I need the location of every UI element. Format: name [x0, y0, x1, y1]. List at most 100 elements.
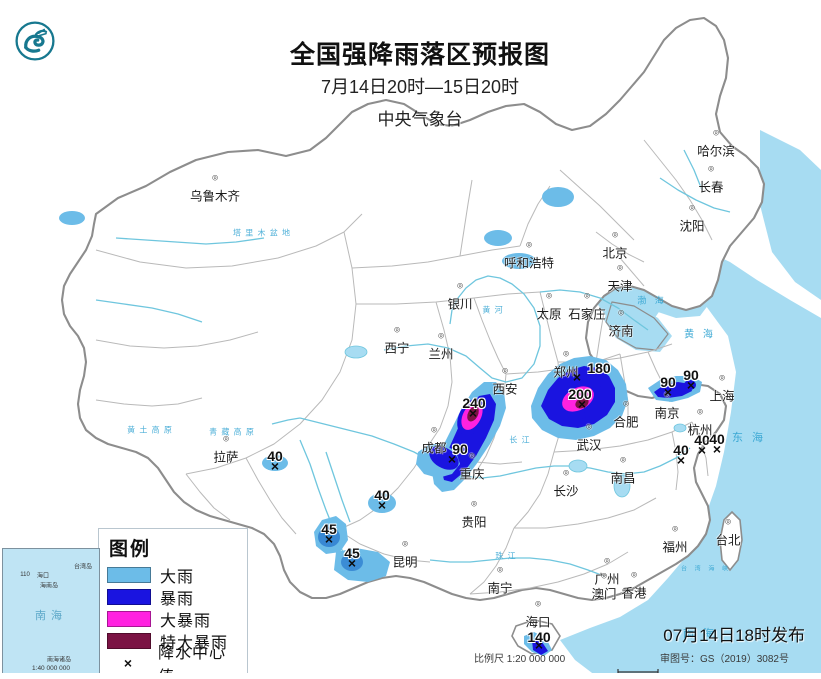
city-label: 长沙: [553, 481, 578, 500]
city-label: 乌鲁木齐: [190, 186, 240, 205]
precipitation-center-value: 90: [683, 367, 699, 383]
precipitation-center-x-icon: ×: [270, 458, 280, 474]
precipitation-center-marker: 240 ×: [462, 395, 485, 421]
page-title: 全国强降雨落区预报图: [289, 41, 550, 69]
issuing-organization-label: 中央气象台: [377, 109, 463, 129]
precipitation-center-x-icon: ×: [577, 396, 587, 412]
inset-scale-text: 1:40 000 000: [32, 665, 70, 672]
precipitation-center-marker: 90 ×: [660, 374, 676, 400]
city-label: 西安: [492, 379, 517, 398]
geographic-label: 塔 里 木 盆 地: [233, 228, 291, 238]
city-label: 澳门: [591, 584, 616, 603]
precipitation-center-value: 40: [374, 487, 390, 503]
city-label: 天津: [607, 276, 632, 295]
valid-period-label: 7月14日20时—15日20时: [320, 77, 520, 97]
city-label: 北京: [602, 243, 627, 262]
legend-item: 大暴雨: [107, 608, 239, 630]
precipitation-center-x-icon: ×: [697, 442, 707, 458]
precipitation-center-x-icon: ×: [347, 555, 357, 571]
city-label: 贵阳: [461, 512, 486, 531]
inset-sea-name: 南海: [35, 609, 67, 622]
precipitation-center-value: 180: [587, 360, 611, 376]
legend-color-swatch: [107, 632, 151, 649]
scale-text: 比例尺 1:20 000 000: [474, 654, 566, 665]
city-label: 石家庄: [568, 304, 606, 323]
sea-label: 东 海: [731, 432, 767, 444]
precipitation-center-value: 45: [321, 521, 337, 537]
inset-label: 台湾岛: [73, 564, 93, 571]
city-label: 杭州: [687, 420, 712, 439]
legend-item-label: 大暴雨: [160, 612, 212, 630]
precipitation-center-value: 40: [709, 431, 725, 447]
inset-label: 南海诸岛: [46, 657, 72, 664]
cma-dragon-logo-icon: [15, 21, 55, 61]
legend-title: 图例: [109, 539, 152, 560]
precipitation-center-x-icon: ×: [572, 369, 582, 385]
precipitation-center-marker: 90 ×: [447, 441, 468, 467]
precipitation-center-marker: 45 ×: [321, 521, 337, 547]
city-label: 济南: [608, 321, 633, 340]
city-label: 昆明: [392, 552, 417, 571]
precipitation-center-value: 40: [673, 442, 689, 458]
precipitation-center-value: 90: [452, 441, 468, 457]
city-label: 沈阳: [679, 216, 704, 235]
city-label: 南昌: [610, 468, 635, 487]
geographic-label: 黄 土 高 原: [127, 425, 173, 435]
precipitation-center-marker: 40 ×: [267, 448, 283, 474]
city-label: 合肥: [613, 412, 638, 431]
precipitation-center-x-icon: ×: [468, 405, 478, 421]
geographic-label: 黄 河: [482, 305, 504, 315]
precipitation-center-value: 45: [344, 545, 360, 561]
city-label: 海口: [525, 612, 550, 631]
legend-item: 大雨: [107, 564, 239, 586]
city-label: 武汉: [576, 435, 601, 454]
city-label: 兰州: [428, 344, 453, 363]
precipitation-center-x-icon: ×: [324, 531, 334, 547]
precipitation-center-marker: 40 ×: [374, 487, 390, 513]
legend-item: ×降水中心值: [107, 645, 239, 679]
sea-label: 台 湾 海 峡: [680, 566, 732, 573]
city-label: 重庆: [459, 464, 484, 483]
precipitation-center-marker: 45 ×: [344, 545, 360, 571]
precipitation-center-x-icon: ×: [447, 451, 457, 467]
city-label: 南京: [654, 403, 679, 422]
inset-label: 110: [20, 572, 30, 578]
approval-number-label: 审图号：GS（2019）3082号: [660, 654, 789, 665]
precipitation-center-marker: 90 ×: [683, 367, 699, 392]
precipitation-center-value: 140: [527, 629, 551, 645]
precipitation-center-marker: 200 ×: [568, 386, 591, 412]
city-label: 郑州: [553, 362, 578, 381]
precipitation-center-value: 200: [568, 386, 592, 402]
map-title-block: 全国强降雨落区预报图 7月14日20时—15日20时 中央气象台: [250, 40, 590, 130]
legend-item: 特大暴雨: [107, 630, 239, 652]
precipitation-center-x-icon: ×: [377, 497, 387, 513]
legend-x-icon: ×: [123, 654, 133, 671]
city-label: 呼和浩特: [504, 253, 554, 272]
precipitation-center-x-icon: ×: [534, 637, 544, 653]
city-label: 西宁: [384, 338, 409, 357]
legend-item: 暴雨: [107, 586, 239, 608]
sea-label: 黄 海: [684, 329, 716, 341]
legend-item-label: 特大暴雨: [160, 634, 229, 652]
geographic-label: 青 藏 高 原: [209, 427, 255, 437]
legend-color-swatch: [107, 588, 151, 605]
precipitation-center-x-icon: ×: [676, 452, 686, 468]
city-label: 拉萨: [213, 447, 238, 466]
sea-label: 南 海: [682, 628, 718, 640]
precipitation-center-value: 90: [660, 374, 676, 390]
precipitation-center-marker: 140 ×: [527, 629, 550, 653]
legend-item-label: 大雨: [160, 568, 195, 586]
legend-item-label: 暴雨: [160, 590, 195, 608]
south-china-sea-inset: 南海 海口 海南岛 台湾岛 南海诸岛 110 1:40 000 000: [2, 548, 100, 676]
city-label: 南宁: [487, 578, 512, 597]
city-label: 哈尔滨: [697, 141, 735, 160]
city-label: 上海: [709, 386, 734, 405]
precipitation-center-marker: 40 ×: [694, 432, 710, 458]
legend-color-swatch: [107, 566, 151, 583]
issue-time-label: 07月14日18时发布: [663, 626, 805, 645]
city-label: 香港: [621, 583, 646, 602]
precipitation-center-x-icon: ×: [663, 384, 673, 400]
